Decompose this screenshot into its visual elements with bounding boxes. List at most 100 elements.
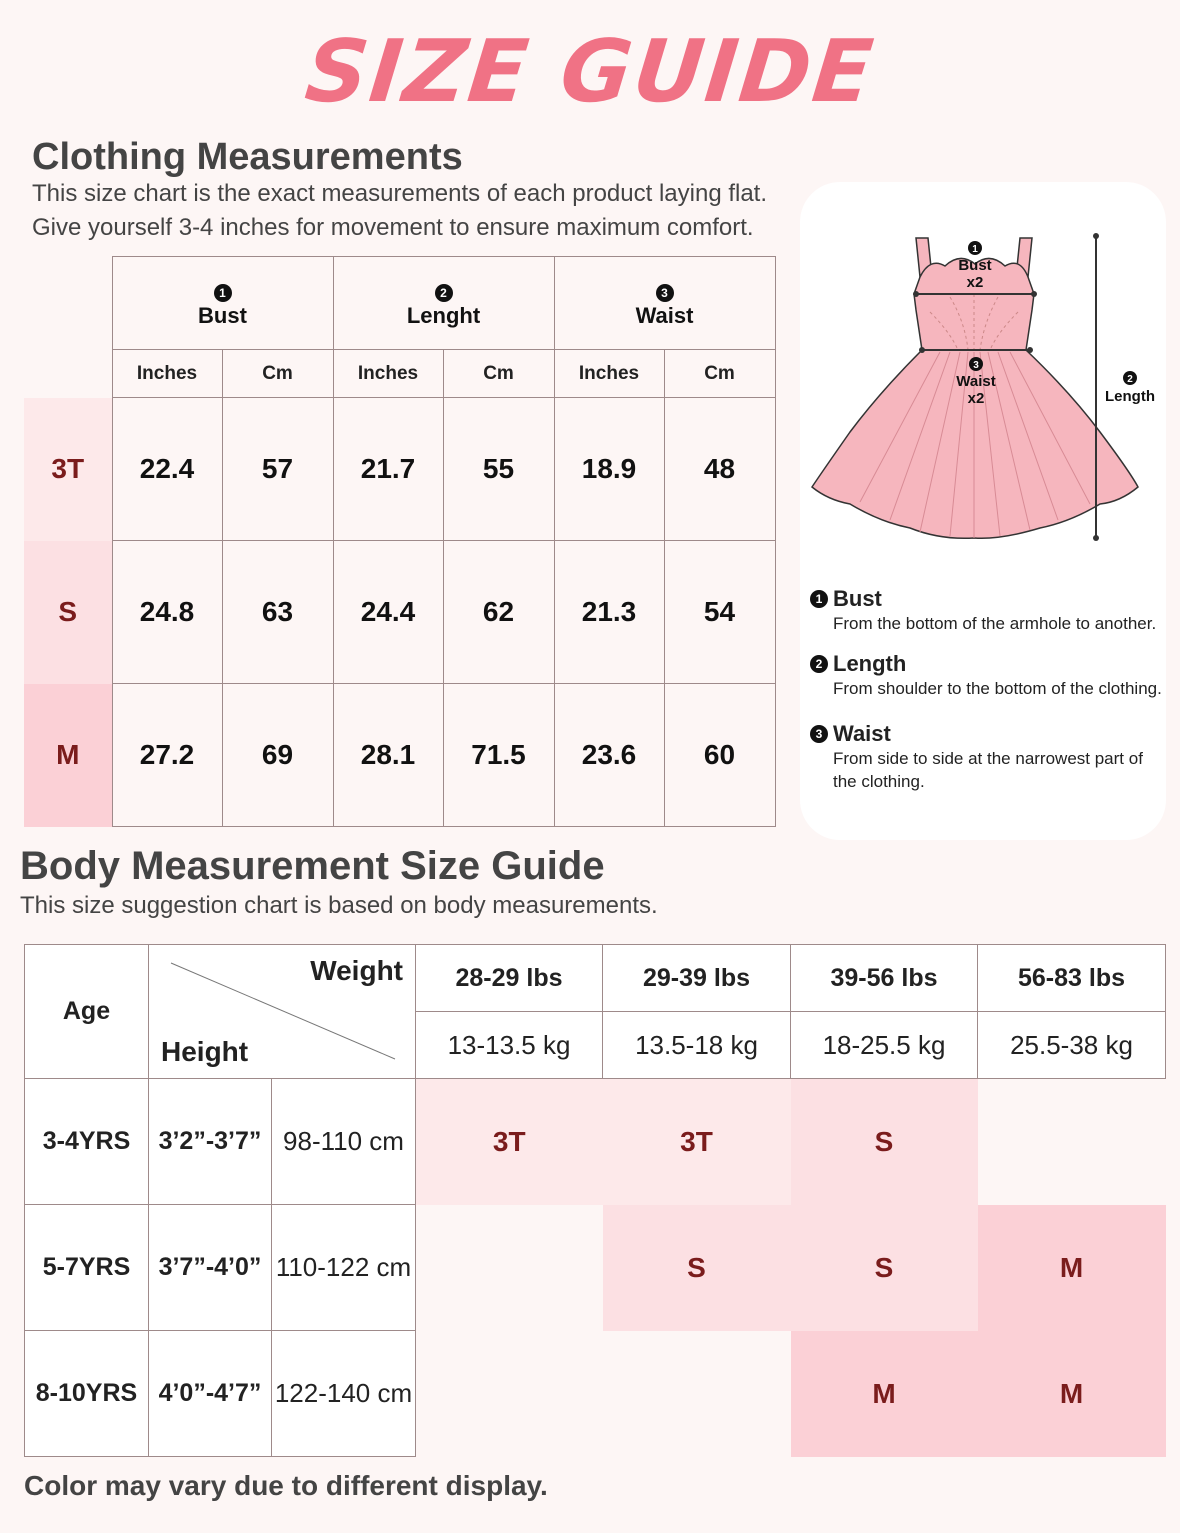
- weight-lbs-header: 39-56 lbs: [790, 944, 978, 1012]
- height-ft-cell: 3’7”-4’0”: [148, 1204, 272, 1331]
- size-cell: S: [790, 1204, 978, 1331]
- dress-pleats: [929, 294, 1019, 351]
- body-size-table: Age Weight Height 28-29 lbs 29-39 lbs 39…: [24, 944, 1166, 1457]
- weight-height-header: Weight Height: [148, 944, 416, 1079]
- clothing-subtitle-1: This size chart is the exact measurement…: [32, 180, 768, 207]
- size-cell: [416, 1331, 603, 1457]
- weight-lbs-header: 56-83 lbs: [977, 944, 1166, 1012]
- table-cell: 24.4: [332, 540, 444, 684]
- legend-title: Bust: [833, 586, 882, 611]
- age-header: Age: [24, 944, 149, 1079]
- waist-header-label: Waist: [635, 303, 694, 328]
- height-ft-cell: 4’0”-4’7”: [148, 1330, 272, 1457]
- bust-diagram-label: Bust: [958, 257, 991, 274]
- table-cell: 21.7: [332, 397, 444, 541]
- number-1-icon: [968, 241, 982, 255]
- size-cell: M: [977, 1204, 1166, 1331]
- table-row: 3T 22.4 57 21.7 55 18.9 48: [24, 397, 776, 541]
- legend-title: Length: [833, 651, 907, 676]
- unit-header: Cm: [442, 349, 555, 398]
- dress-skirt: [810, 349, 1139, 540]
- clothing-measurements-table: 1 Bust 2 Lenght 3 Waist Inches Cm Inches…: [24, 256, 776, 827]
- table-cell: 21.3: [553, 540, 665, 684]
- svg-text:2: 2: [1127, 374, 1133, 385]
- legend-description: From the bottom of the armhole to anothe…: [833, 614, 1157, 633]
- table-cell: 55: [442, 397, 555, 541]
- svg-text:1: 1: [972, 244, 978, 255]
- table-cell: 24.8: [111, 540, 223, 684]
- weight-kg-header: 13-13.5 kg: [415, 1011, 603, 1079]
- diagonal-divider: [170, 962, 396, 1060]
- height-cm-cell: 122-140 cm: [271, 1330, 416, 1457]
- legend-length: 2 Length From shoulder to the bottom of t…: [810, 651, 1170, 700]
- svg-text:x2: x2: [967, 274, 984, 291]
- legend-description: From side to side at the narrowest part …: [833, 749, 1143, 791]
- table-cell: 62: [442, 540, 555, 684]
- length-group-header: 2 Lenght: [332, 256, 555, 350]
- table-cell: 69: [221, 683, 334, 827]
- legend-description: From shoulder to the bottom of the cloth…: [833, 679, 1162, 698]
- unit-header: Cm: [663, 349, 776, 398]
- size-cell: M: [977, 1330, 1166, 1457]
- table-cell: 57: [221, 397, 334, 541]
- legend-title: Waist: [833, 721, 891, 746]
- weight-lbs-header: 28-29 lbs: [415, 944, 603, 1012]
- age-cell: 5-7YRS: [24, 1204, 149, 1331]
- clothing-heading: Clothing Measurements: [32, 136, 463, 178]
- table-cell: 23.6: [553, 683, 665, 827]
- height-cm-cell: 110-122 cm: [271, 1204, 416, 1331]
- clothing-subtitle-2: Give yourself 3-4 inches for movement to…: [32, 214, 754, 241]
- legend-bust: 1 Bust From the bottom of the armhole to …: [810, 586, 1170, 635]
- bust-group-header: 1 Bust: [111, 256, 334, 350]
- number-2-icon: 2: [810, 655, 828, 673]
- height-ft-cell: 3’2”-3’7”: [148, 1078, 272, 1205]
- body-heading: Body Measurement Size Guide: [20, 844, 605, 888]
- length-header-label: Lenght: [406, 303, 481, 328]
- bust-header-label: Bust: [198, 303, 247, 328]
- table-cell: 28.1: [332, 683, 444, 827]
- size-cell: [416, 1205, 603, 1331]
- weight-kg-header: 13.5-18 kg: [602, 1011, 791, 1079]
- unit-header: Cm: [221, 349, 334, 398]
- size-cell: S: [602, 1204, 791, 1331]
- size-cell: M: [790, 1330, 978, 1457]
- table-row: 5-7YRS 3’7”-4’0” 110-122 cm S S M: [24, 1204, 1166, 1331]
- legend-waist: 3 Waist From side to side at the narrowes…: [810, 721, 1150, 793]
- table-row: S 24.8 63 24.4 62 21.3 54: [24, 540, 776, 684]
- age-cell: 3-4YRS: [24, 1078, 149, 1205]
- number-3-icon: 3: [655, 284, 674, 302]
- age-cell: 8-10YRS: [24, 1330, 149, 1457]
- svg-text:3: 3: [973, 360, 979, 371]
- footer-note: Color may vary due to different display.: [24, 1470, 548, 1501]
- number-2-icon: 2: [434, 284, 453, 302]
- unit-header: Inches: [111, 349, 223, 398]
- number-3-icon: [969, 357, 983, 371]
- waist-diagram-label: Waist: [956, 373, 995, 390]
- size-cell: [603, 1331, 791, 1457]
- page-title: SIZE GUIDE: [300, 22, 880, 122]
- size-label: 3T: [24, 397, 112, 541]
- size-cell: [978, 1079, 1166, 1205]
- size-cell: 3T: [415, 1078, 603, 1205]
- unit-header: Inches: [332, 349, 444, 398]
- size-cell: 3T: [602, 1078, 791, 1205]
- table-row: 8-10YRS 4’0”-4’7” 122-140 cm M M: [24, 1330, 1166, 1457]
- size-label: M: [24, 683, 112, 827]
- waist-group-header: 3 Waist: [553, 256, 776, 350]
- table-cell: 48: [663, 397, 776, 541]
- unit-header: Inches: [553, 349, 665, 398]
- table-cell: 22.4: [111, 397, 223, 541]
- table-cell: 63: [221, 540, 334, 684]
- number-1-icon: 1: [810, 590, 828, 608]
- height-cm-cell: 98-110 cm: [271, 1078, 416, 1205]
- body-subtitle: This size suggestion chart is based on b…: [20, 892, 658, 919]
- table-cell: 18.9: [553, 397, 665, 541]
- svg-text:x2: x2: [968, 390, 985, 407]
- table-row: M 27.2 69 28.1 71.5 23.6 60: [24, 683, 776, 827]
- dress-skirt-folds: [859, 351, 1091, 538]
- number-1-icon: 1: [213, 284, 232, 302]
- table-row: 3-4YRS 3’2”-3’7” 98-110 cm 3T 3T S: [24, 1078, 1166, 1205]
- size-label: S: [24, 540, 112, 684]
- table-cell: 54: [663, 540, 776, 684]
- table-cell: 60: [663, 683, 776, 827]
